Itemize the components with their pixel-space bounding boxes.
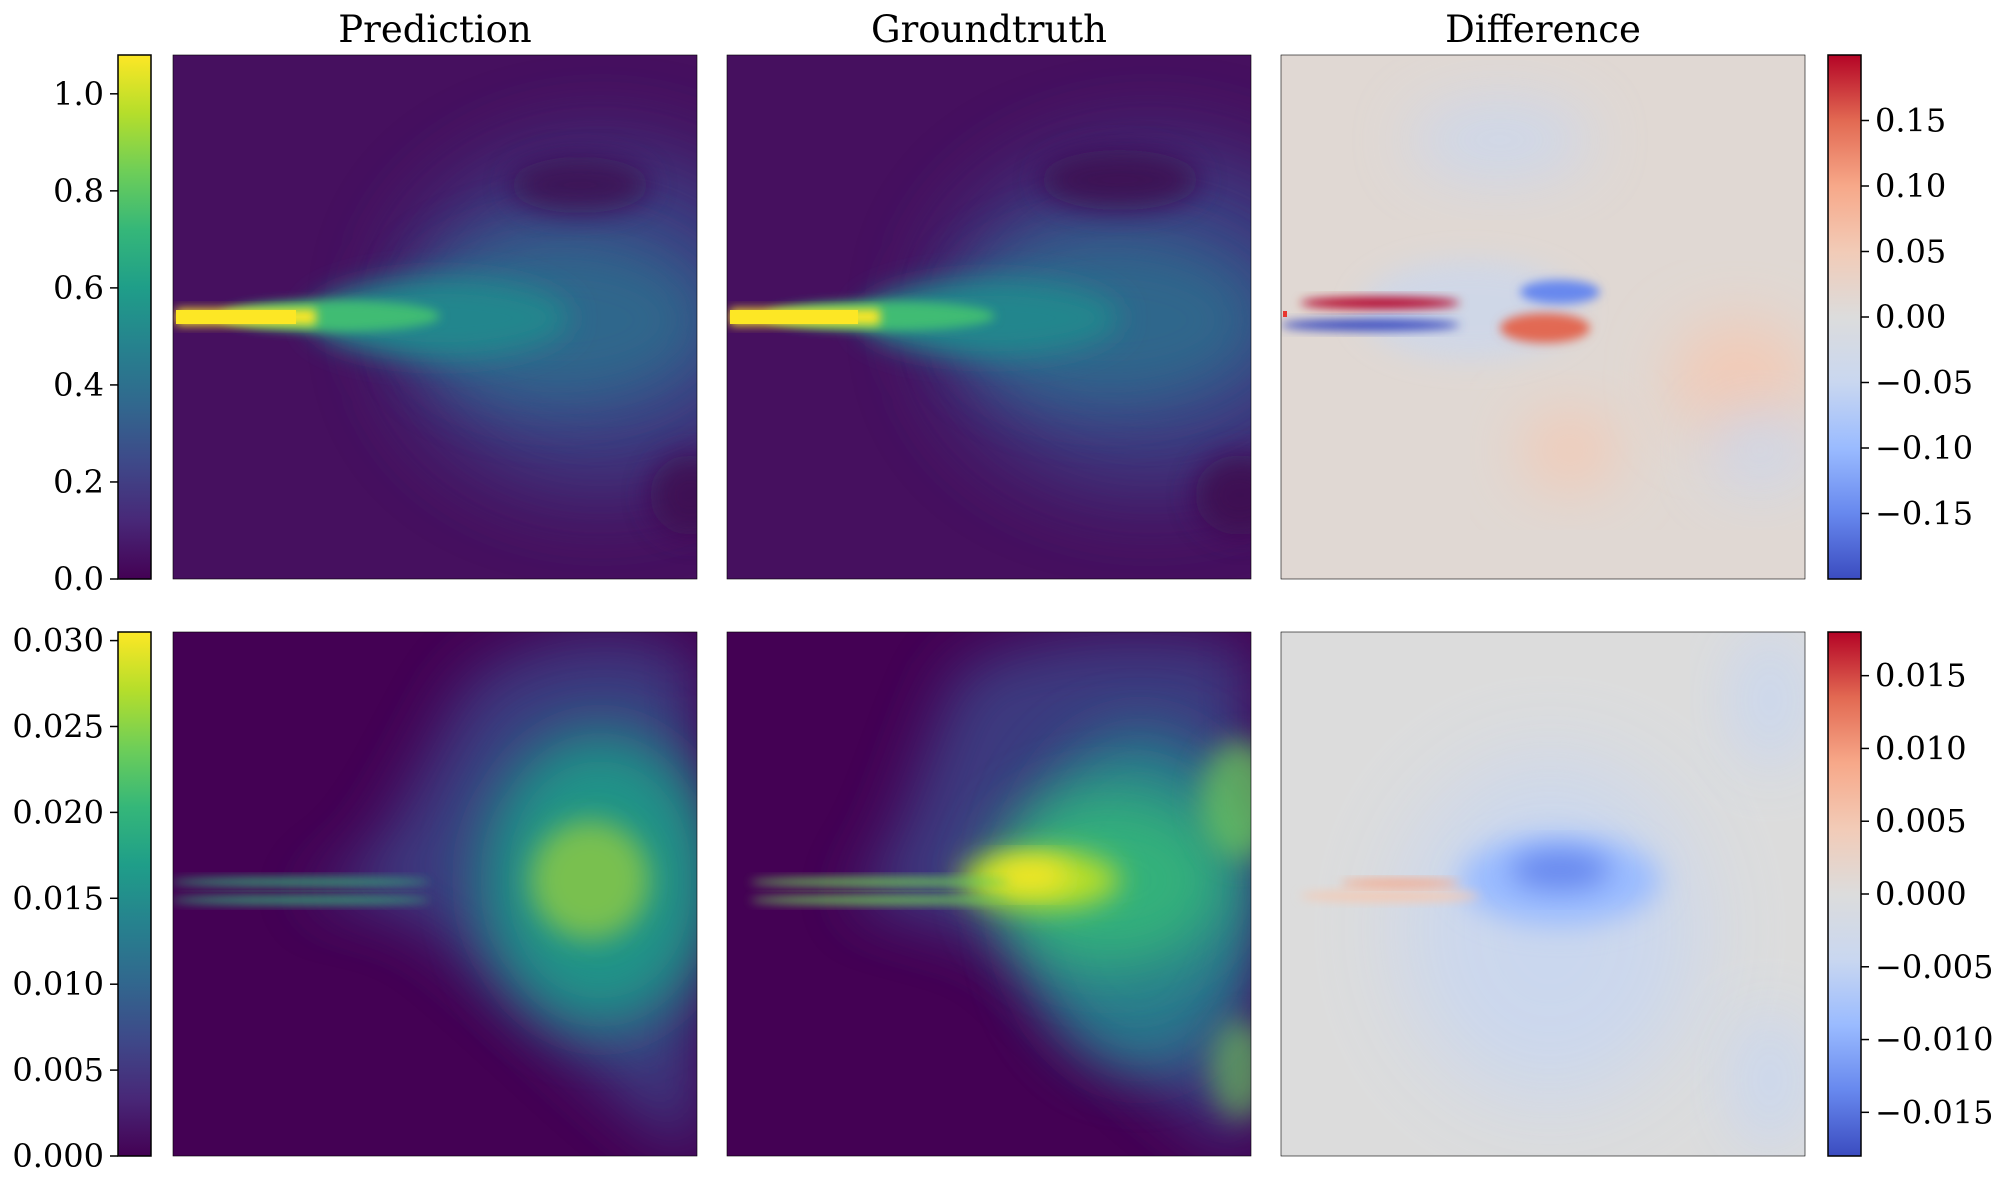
heatmap-difference-row2 xyxy=(1281,632,1805,1156)
colorbar-tick-label: 1.0 xyxy=(53,75,104,113)
colorbar-tick-label: 0.6 xyxy=(53,269,104,307)
colorbar-field-row2: 0.000 0.005 0.010 0.015 0.020 0.025 0.030 xyxy=(12,622,152,1175)
heatmap-difference-row1 xyxy=(1281,55,1805,579)
colorbar-diff-row2: 0.015 0.010 0.005 0.000 −0.005 −0.010 −0.015 xyxy=(1827,631,1993,1157)
heatmap-groundtruth-row1 xyxy=(727,55,1251,579)
heatmap-prediction-row2 xyxy=(173,632,697,1156)
colorbar-tick-label: 0.000 xyxy=(12,1137,104,1175)
colorbar-tick-label: 0.020 xyxy=(12,793,104,831)
colorbar-diff-row1-ticks: 0.15 0.10 0.05 0.00 −0.05 −0.10 −0.15 xyxy=(1861,102,1973,533)
colorbar-tick-label: 0.4 xyxy=(53,366,104,404)
colorbar-tick-label: 0.000 xyxy=(1875,875,1967,913)
colorbar-tick-label: 0.030 xyxy=(12,622,104,660)
colorbar-tick-label: 0.015 xyxy=(12,879,104,917)
colorbar-tick-label: 0.025 xyxy=(12,707,104,745)
colorbar-field-row2-bar xyxy=(117,631,152,1157)
colorbar-diff-row2-ticks: 0.015 0.010 0.005 0.000 −0.005 −0.010 −0.015 xyxy=(1861,657,1993,1131)
colorbar-tick-label: −0.05 xyxy=(1875,364,1973,402)
colorbar-tick-label: 0.00 xyxy=(1875,298,1946,336)
colorbar-field-row1-ticks: 0.0 0.2 0.4 0.6 0.8 1.0 xyxy=(53,75,118,598)
heatmap-prediction-row1 xyxy=(173,55,697,579)
colorbar-diff-row2-bar xyxy=(1827,631,1862,1157)
colorbar-tick-label: 0.005 xyxy=(12,1051,104,1089)
colorbar-field-row1-bar xyxy=(117,54,152,580)
colorbar-tick-label: 0.8 xyxy=(53,172,104,210)
colorbar-tick-label: 0.010 xyxy=(12,965,104,1003)
colorbar-tick-label: 0.010 xyxy=(1875,729,1967,767)
colorbar-field-row1: 0.0 0.2 0.4 0.6 0.8 1.0 xyxy=(53,54,152,598)
colorbar-tick-label: −0.15 xyxy=(1875,495,1973,533)
colorbar-tick-label: 0.0 xyxy=(53,560,104,598)
colorbar-tick-label: 0.10 xyxy=(1875,167,1946,205)
colorbar-tick-label: 0.05 xyxy=(1875,233,1946,271)
title-prediction: Prediction xyxy=(338,8,532,51)
colorbar-tick-label: 0.005 xyxy=(1875,802,1967,840)
title-difference: Difference xyxy=(1445,8,1641,51)
colorbar-tick-label: −0.005 xyxy=(1875,948,1993,986)
colorbar-tick-label: 0.2 xyxy=(53,463,104,501)
colorbar-tick-label: −0.10 xyxy=(1875,429,1973,467)
colorbar-diff-row1-bar xyxy=(1827,54,1862,580)
colorbar-field-row2-ticks: 0.000 0.005 0.010 0.015 0.020 0.025 0.030 xyxy=(12,622,118,1175)
title-groundtruth: Groundtruth xyxy=(871,8,1107,51)
colorbar-diff-row1: 0.15 0.10 0.05 0.00 −0.05 −0.10 −0.15 xyxy=(1827,54,1973,580)
colorbar-tick-label: −0.015 xyxy=(1875,1093,1993,1131)
colorbar-tick-label: −0.010 xyxy=(1875,1021,1993,1059)
heatmap-groundtruth-row2 xyxy=(727,632,1251,1156)
colorbar-tick-label: 0.015 xyxy=(1875,657,1967,695)
colorbar-tick-label: 0.15 xyxy=(1875,102,1946,140)
